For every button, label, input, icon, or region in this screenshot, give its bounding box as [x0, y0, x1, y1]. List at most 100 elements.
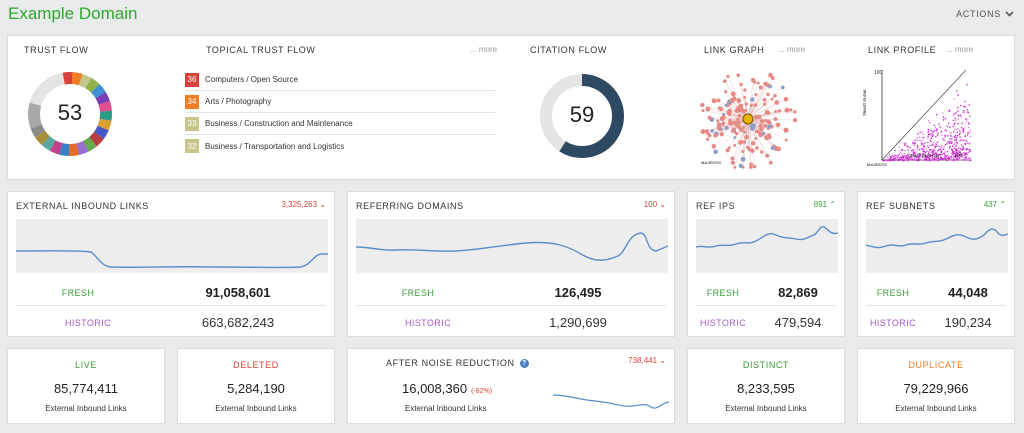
ref-subnets-delta[interactable]: 437 ⌃ [984, 200, 1006, 209]
link-graph-node [727, 108, 733, 114]
link-graph-node [736, 117, 740, 122]
link-profile-point [934, 152, 936, 154]
link-profile-point [953, 147, 955, 150]
link-profile-point [898, 146, 900, 148]
ttf-row[interactable]: 33 Business / Construction and Maintenan… [185, 113, 495, 135]
distinct-card[interactable]: DISTINCT 8,233,595 External Inbound Link… [687, 348, 845, 424]
link-profile-point [901, 159, 904, 162]
link-profile-point [936, 153, 938, 155]
referring-domains-sparkline[interactable] [356, 219, 668, 273]
link-profile-point [961, 149, 963, 151]
link-profile-point [894, 154, 896, 156]
link-profile-point [967, 122, 970, 124]
link-graph-node [746, 146, 750, 150]
link-profile-point [914, 143, 916, 145]
link-profile-point [921, 142, 923, 144]
link-profile-point [965, 155, 967, 158]
noise-reduction-delta[interactable]: 738,441 ⌄ [628, 356, 666, 365]
link-profile-point [924, 152, 926, 154]
link-profile-point [918, 158, 920, 160]
link-profile-point [953, 143, 956, 145]
link-profile-point [936, 157, 938, 159]
link-profile-point [916, 159, 919, 162]
link-profile-point [910, 159, 912, 161]
duplicate-card[interactable]: DUPLICATE 79,229,966 External Inbound Li… [857, 348, 1015, 424]
link-graph-node [765, 153, 770, 158]
link-profile-point [927, 145, 929, 147]
link-profile-point [955, 141, 957, 144]
link-profile-point [913, 152, 916, 155]
link-profile-point [929, 139, 931, 141]
link-profile-point [966, 157, 968, 159]
citation-flow-donut[interactable] [539, 73, 625, 159]
link-profile-point [905, 157, 908, 159]
ref-ips-sparkline[interactable] [696, 219, 838, 273]
link-profile-point [956, 151, 958, 153]
link-profile-point [884, 159, 887, 162]
link-profile-point [910, 157, 912, 159]
link-graph-image[interactable] [698, 64, 798, 174]
ttf-row[interactable]: 34 Arts / Photography [185, 91, 495, 113]
referring-domains-delta[interactable]: 100 ⌄ [644, 200, 666, 209]
link-graph-node [724, 125, 729, 131]
link-graph-node [751, 123, 756, 128]
link-profile-point [938, 146, 940, 148]
link-profile-point [891, 158, 893, 160]
link-profile-chart[interactable] [864, 62, 976, 174]
link-profile-point [901, 149, 904, 151]
link-profile-point [933, 158, 936, 161]
external-inbound-links-card: EXTERNAL INBOUND LINKS 3,325,263 ⌄ FRESH… [7, 191, 335, 337]
delta-value: 100 [643, 200, 658, 209]
external-inbound-sparkline[interactable] [16, 219, 328, 273]
link-profile-point [901, 155, 903, 157]
trust-flow-donut[interactable] [27, 71, 113, 157]
topical-trust-flow-more-link[interactable]: ... more [470, 45, 498, 54]
link-profile-point [962, 153, 964, 155]
link-graph-node [750, 141, 756, 146]
link-profile-point [962, 130, 964, 132]
link-profile-point [962, 131, 964, 133]
link-profile-point [957, 93, 959, 96]
link-profile-point [931, 133, 933, 135]
link-graph-node [773, 93, 777, 98]
link-profile-point [937, 149, 939, 152]
link-graph-node [711, 144, 717, 149]
link-profile-more-link[interactable]: ... more [946, 45, 974, 54]
ttf-row[interactable]: 32 Business / Transportation and Logisti… [185, 135, 495, 157]
link-graph-node [713, 133, 718, 138]
ttf-topic-label: Computers / Open Source [205, 75, 298, 84]
link-profile-point [909, 157, 911, 159]
noise-reduction-card[interactable]: AFTER NOISE REDUCTION ? 738,441 ⌄ 16,008… [347, 348, 675, 424]
link-profile-point [963, 147, 966, 150]
link-graph-node [720, 122, 725, 127]
link-profile-point [924, 159, 926, 161]
link-profile-point [948, 142, 950, 144]
ttf-row[interactable]: 36 Computers / Open Source [185, 69, 495, 91]
link-profile-point [967, 111, 969, 113]
ref-ips-delta[interactable]: 891 ⌃ [814, 200, 836, 209]
link-profile-point [949, 140, 951, 143]
link-profile-point [939, 157, 942, 160]
ref-subnets-sparkline[interactable] [866, 219, 1008, 273]
link-profile-point [932, 151, 934, 153]
help-icon[interactable]: ? [519, 358, 529, 368]
link-profile-point [887, 159, 889, 161]
link-profile-point [928, 158, 931, 160]
link-profile-point [962, 111, 964, 113]
link-profile-point [903, 156, 905, 159]
link-graph-node [733, 143, 737, 147]
link-profile-point [950, 131, 952, 134]
deleted-card[interactable]: DELETED 5,284,190 External Inbound Links [177, 348, 335, 424]
link-graph-node [784, 138, 788, 142]
link-profile-point [953, 113, 955, 115]
external-inbound-links-delta[interactable]: 3,325,263 ⌄ [281, 200, 326, 209]
link-graph-node [711, 98, 717, 104]
noise-reduction-sparkline[interactable] [553, 389, 669, 415]
link-graph-node [776, 146, 781, 152]
link-graph-node [739, 82, 743, 87]
link-graph-more-link[interactable]: ... more [778, 45, 806, 54]
live-card[interactable]: LIVE 85,774,411 External Inbound Links [7, 348, 165, 424]
link-profile-point [930, 151, 932, 153]
link-profile-point [913, 144, 915, 147]
actions-button[interactable]: ACTIONS [956, 9, 1014, 19]
